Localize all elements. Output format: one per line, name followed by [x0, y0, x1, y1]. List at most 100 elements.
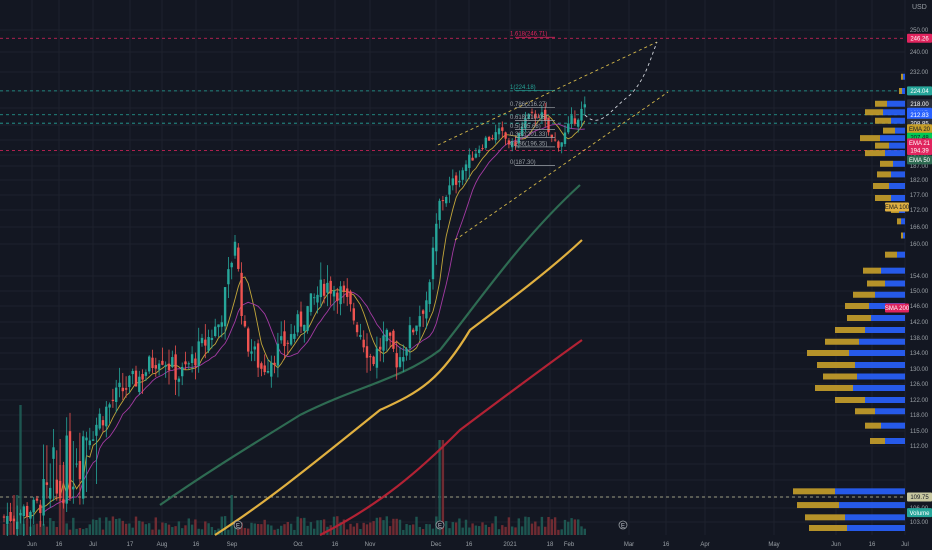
- volume-bar: [454, 522, 458, 535]
- channel-line: [437, 41, 658, 146]
- candle-body: [303, 324, 306, 332]
- volume-profile-buy: [889, 183, 905, 189]
- volume-profile-sell: [853, 291, 875, 298]
- candle-body: [392, 330, 395, 349]
- candle-body: [91, 439, 95, 441]
- time-axis[interactable]: Jun 16 Jul 17 Aug 16 Sep Oct 16 Nov Dec 16 2021 18 Feb…: [0, 536, 932, 550]
- volume-bar: [296, 516, 299, 535]
- candle-body: [65, 435, 68, 504]
- candle-body: [177, 378, 181, 382]
- candle-body: [250, 351, 253, 354]
- candle-body: [431, 247, 435, 280]
- volume-bar: [55, 526, 58, 535]
- volume-bar: [214, 529, 217, 535]
- earnings-marker-icon[interactable]: [435, 520, 445, 530]
- candle-body: [451, 178, 454, 186]
- candle-body: [573, 118, 577, 124]
- volume-profile-buy: [883, 109, 905, 116]
- volume-bar: [540, 516, 544, 535]
- volume-bar: [530, 523, 534, 535]
- candle-body: [108, 404, 111, 408]
- volume-profile-buy: [897, 251, 905, 258]
- time-tick-label: 18: [547, 542, 554, 548]
- volume-profile-sell: [793, 488, 835, 495]
- time-tick-label: 16: [663, 542, 670, 548]
- volume-bar: [461, 527, 464, 535]
- candle-body: [346, 288, 349, 297]
- price-tick-label: 250.00: [910, 28, 929, 34]
- price-badge: [907, 155, 932, 165]
- volume-bar: [95, 519, 98, 535]
- volume-bar: [418, 526, 421, 535]
- price-tick-label: 154.00: [910, 274, 929, 280]
- price-tick-label: 112.00: [910, 444, 929, 450]
- volume-bar: [339, 522, 342, 535]
- candle-body: [82, 436, 85, 499]
- price-tick-label: 146.00: [910, 304, 929, 310]
- candle-body: [405, 348, 408, 356]
- price-tick-label: 232.00: [910, 70, 929, 76]
- candle-body: [478, 149, 481, 154]
- candle-body: [553, 139, 557, 141]
- candle-body: [494, 132, 497, 141]
- volume-bar: [35, 523, 39, 535]
- candle-body: [382, 335, 385, 351]
- earnings-marker-icon[interactable]: [233, 520, 243, 530]
- volume-bar: [316, 520, 319, 535]
- volume-bar: [138, 520, 141, 535]
- volume-bar: [365, 524, 369, 535]
- price-axis[interactable]: 250.00240.00232.00224.00216.00208.00200.…: [885, 0, 932, 550]
- volume-bar: [105, 517, 108, 535]
- volume-bar: [253, 523, 256, 535]
- fibonacci-retracement: 1.618(246.71) 1(224.18) 0.786(216.27) 0.618…: [510, 32, 555, 166]
- time-tick-label: Aug: [157, 542, 168, 548]
- earnings-marker-label: E: [236, 524, 240, 530]
- volume-bar: [19, 405, 22, 535]
- candle-body: [537, 116, 540, 118]
- fib-level-label: 1.618(246.71): [510, 32, 547, 38]
- candle-body: [144, 372, 148, 376]
- volume-bar: [49, 517, 52, 535]
- time-tick-label: 16: [193, 542, 200, 548]
- price-badge-label: 109.75: [910, 495, 929, 501]
- volume-profile-sell: [855, 408, 875, 415]
- price-tick-label: 182.00: [910, 178, 929, 184]
- candle-body: [385, 329, 388, 342]
- price-tick-label: 118.00: [910, 413, 929, 419]
- ema-100-line: [214, 239, 583, 536]
- candle-body: [42, 478, 45, 516]
- candle-body: [445, 196, 448, 204]
- volume-bar: [161, 522, 164, 535]
- price-badge-label: 194.39: [910, 149, 929, 155]
- volume-profile-sell: [883, 127, 895, 134]
- volume-profile-sell: [875, 117, 891, 124]
- volume-bar: [388, 526, 392, 535]
- volume-bar: [78, 527, 82, 535]
- candle-body: [2, 516, 6, 518]
- volume-profile-sell: [875, 142, 889, 149]
- volume-bar: [263, 519, 266, 535]
- earnings-marker-icon[interactable]: [618, 520, 628, 530]
- volume-profile-sell: [885, 251, 897, 258]
- candle-body: [309, 293, 313, 312]
- candle-body: [349, 291, 352, 305]
- time-tick-label: Feb: [564, 542, 575, 548]
- candle-body: [464, 164, 468, 172]
- volume-profile-sell: [797, 502, 839, 509]
- volume-bar: [355, 523, 359, 535]
- candle-body: [332, 290, 336, 297]
- candle-body: [448, 185, 451, 195]
- candle-body: [157, 363, 161, 370]
- candle-body: [293, 333, 296, 339]
- volume-bar: [550, 519, 553, 535]
- price-tick-label: 130.00: [910, 367, 929, 373]
- volume-bar: [39, 520, 42, 535]
- candle-body: [567, 123, 570, 133]
- candle-body: [415, 325, 418, 332]
- volume-bar: [563, 519, 567, 535]
- candle-body: [557, 141, 560, 148]
- volume-bar: [362, 522, 365, 535]
- volume-bar: [583, 528, 586, 535]
- volume-bar: [431, 528, 435, 535]
